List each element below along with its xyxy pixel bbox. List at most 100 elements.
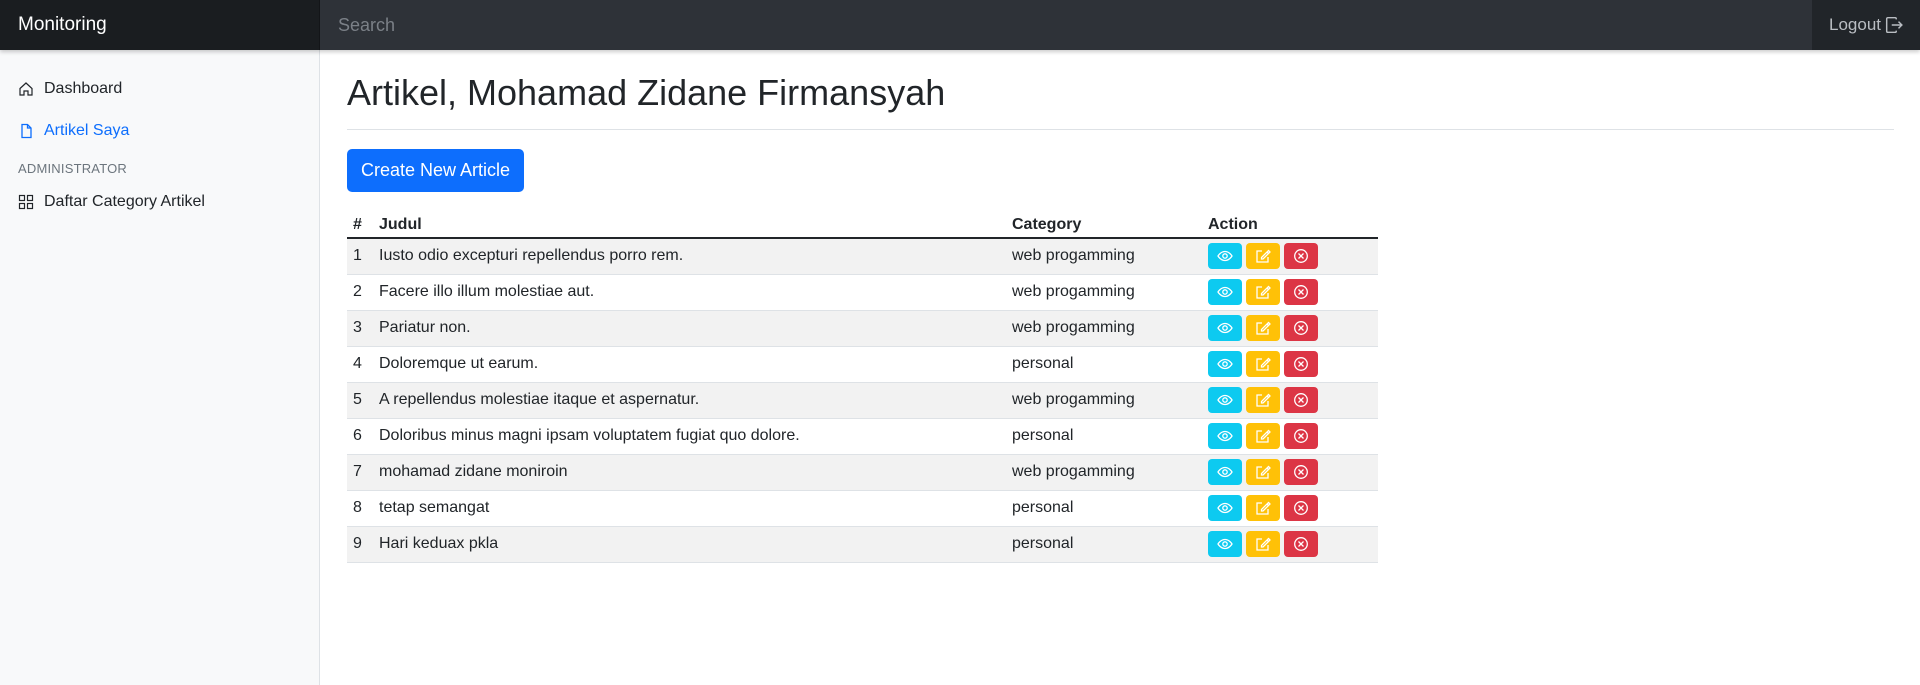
x-circle-icon xyxy=(1294,249,1308,264)
table-row: 9 Hari keduax pkla personal xyxy=(347,526,1378,563)
eye-icon xyxy=(1217,466,1233,478)
view-button[interactable] xyxy=(1208,387,1242,413)
view-button[interactable] xyxy=(1208,279,1242,305)
edit-button[interactable] xyxy=(1246,495,1280,521)
sidebar-item-daftar-category[interactable]: Daftar Category Artikel xyxy=(0,190,319,213)
x-circle-icon xyxy=(1294,465,1308,479)
delete-button[interactable] xyxy=(1284,351,1318,377)
row-actions xyxy=(1202,310,1378,347)
delete-button[interactable] xyxy=(1284,423,1318,449)
view-button[interactable] xyxy=(1208,351,1242,377)
view-button[interactable] xyxy=(1208,495,1242,521)
edit-icon xyxy=(1256,285,1271,299)
logout-button[interactable]: Logout xyxy=(1812,0,1920,50)
brand-link[interactable]: Monitoring xyxy=(0,0,320,50)
eye-icon xyxy=(1217,322,1233,334)
row-judul: Doloremque ut earum. xyxy=(373,346,1006,383)
divider xyxy=(347,129,1894,130)
edit-button[interactable] xyxy=(1246,459,1280,485)
delete-button[interactable] xyxy=(1284,459,1318,485)
delete-button[interactable] xyxy=(1284,315,1318,341)
eye-icon xyxy=(1217,286,1233,298)
row-judul: Hari keduax pkla xyxy=(373,526,1006,563)
main-content: Artikel, Mohamad Zidane Firmansyah Creat… xyxy=(347,50,1894,563)
view-button[interactable] xyxy=(1208,243,1242,270)
row-judul: tetap semangat xyxy=(373,490,1006,527)
create-new-article-button[interactable]: Create New Article xyxy=(347,149,524,192)
sidebar: Dashboard Artikel Saya ADMINISTRATOR Daf… xyxy=(0,50,320,685)
sidebar-item-artikel-saya[interactable]: Artikel Saya xyxy=(0,119,319,142)
edit-button[interactable] xyxy=(1246,279,1280,305)
table-row: 6 Doloribus minus magni ipsam voluptatem… xyxy=(347,418,1378,455)
sidebar-item-label: Artikel Saya xyxy=(44,121,130,139)
row-judul: Doloribus minus magni ipsam voluptatem f… xyxy=(373,418,1006,455)
row-category: personal xyxy=(1006,490,1202,527)
sidebar-item-label: Daftar Category Artikel xyxy=(44,192,205,210)
x-circle-icon xyxy=(1294,321,1308,335)
eye-icon xyxy=(1217,394,1233,406)
edit-icon xyxy=(1256,321,1271,335)
row-actions xyxy=(1202,274,1378,311)
articles-table: # Judul Category Action 1 Iusto odio exc… xyxy=(347,212,1378,563)
view-button[interactable] xyxy=(1208,423,1242,449)
table-row: 7 mohamad zidane moniroin web progamming xyxy=(347,454,1378,491)
row-judul: Iusto odio excepturi repellendus porro r… xyxy=(373,238,1006,275)
x-circle-icon xyxy=(1294,357,1308,371)
x-circle-icon xyxy=(1294,537,1308,551)
table-row: 4 Doloremque ut earum. personal xyxy=(347,346,1378,383)
row-judul: Facere illo illum molestiae aut. xyxy=(373,274,1006,311)
home-icon xyxy=(19,81,33,96)
table-row: 8 tetap semangat personal xyxy=(347,490,1378,527)
eye-icon xyxy=(1217,538,1233,550)
row-actions xyxy=(1202,526,1378,563)
view-button[interactable] xyxy=(1208,531,1242,557)
edit-icon xyxy=(1256,249,1271,263)
row-category: web progamming xyxy=(1006,274,1202,311)
edit-button[interactable] xyxy=(1246,531,1280,557)
delete-button[interactable] xyxy=(1284,279,1318,305)
edit-button[interactable] xyxy=(1246,243,1280,270)
edit-button[interactable] xyxy=(1246,423,1280,449)
delete-button[interactable] xyxy=(1284,531,1318,557)
edit-button[interactable] xyxy=(1246,387,1280,413)
eye-icon xyxy=(1217,358,1233,370)
row-actions xyxy=(1202,382,1378,419)
view-button[interactable] xyxy=(1208,315,1242,341)
edit-icon xyxy=(1256,429,1271,443)
column-header-judul: Judul xyxy=(373,212,1006,239)
eye-icon xyxy=(1217,502,1233,514)
logout-icon xyxy=(1885,16,1903,34)
edit-button[interactable] xyxy=(1246,351,1280,377)
row-number: 4 xyxy=(347,346,373,383)
eye-icon xyxy=(1217,430,1233,442)
delete-button[interactable] xyxy=(1284,243,1318,270)
row-judul: Pariatur non. xyxy=(373,310,1006,347)
search-input[interactable] xyxy=(320,0,1812,50)
grid-icon xyxy=(18,194,34,209)
row-actions xyxy=(1202,346,1378,383)
row-number: 7 xyxy=(347,454,373,491)
row-category: personal xyxy=(1006,526,1202,563)
table-row: 1 Iusto odio excepturi repellendus porro… xyxy=(347,238,1378,275)
row-category: web progamming xyxy=(1006,310,1202,347)
eye-icon xyxy=(1217,251,1233,262)
delete-button[interactable] xyxy=(1284,495,1318,521)
row-judul: mohamad zidane moniroin xyxy=(373,454,1006,491)
row-number: 5 xyxy=(347,382,373,419)
x-circle-icon xyxy=(1294,429,1308,443)
edit-icon xyxy=(1256,465,1271,479)
delete-button[interactable] xyxy=(1284,387,1318,413)
x-circle-icon xyxy=(1294,501,1308,515)
row-number: 1 xyxy=(347,238,373,275)
row-number: 8 xyxy=(347,490,373,527)
row-number: 6 xyxy=(347,418,373,455)
file-icon xyxy=(21,123,32,138)
row-category: web progamming xyxy=(1006,454,1202,491)
page-title: Artikel, Mohamad Zidane Firmansyah xyxy=(347,72,946,113)
edit-button[interactable] xyxy=(1246,315,1280,341)
row-actions xyxy=(1202,238,1378,275)
view-button[interactable] xyxy=(1208,459,1242,485)
sidebar-item-dashboard[interactable]: Dashboard xyxy=(0,77,319,100)
row-category: personal xyxy=(1006,418,1202,455)
edit-icon xyxy=(1256,537,1271,551)
